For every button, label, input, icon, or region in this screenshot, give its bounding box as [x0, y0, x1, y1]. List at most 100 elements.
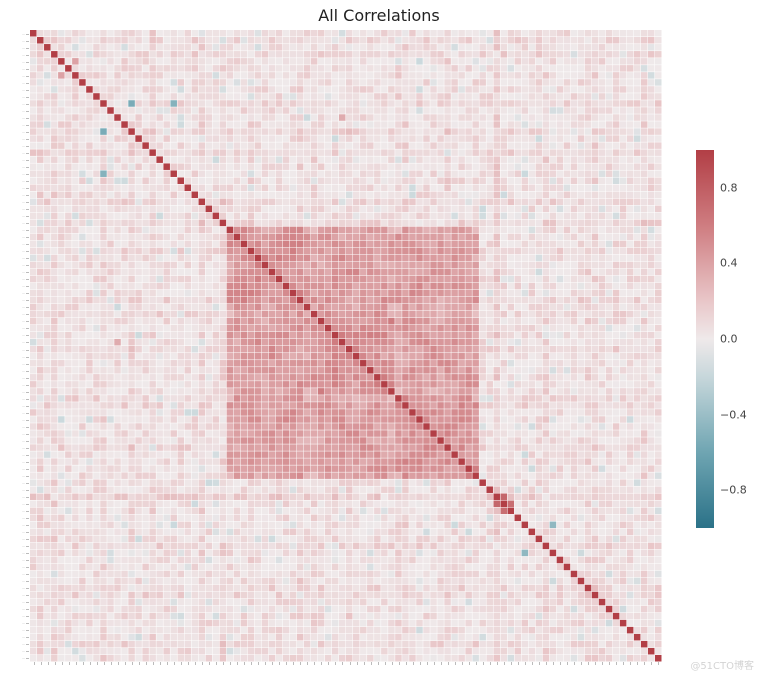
y-axis-ticks: ————————————————————————————————————————…: [2, 30, 29, 662]
x-tick: [623, 662, 625, 665]
x-tick: [118, 662, 120, 665]
y-tick: [26, 462, 29, 464]
y-tick: [26, 644, 29, 646]
y-tick-label: —: [22, 130, 25, 134]
y-tick-label: —: [22, 376, 25, 380]
x-tick: [567, 662, 569, 665]
y-tick: [26, 314, 29, 316]
y-tick: [26, 69, 29, 71]
y-tick-label: —: [22, 74, 25, 78]
x-tick: [342, 662, 344, 665]
x-tick: [357, 662, 359, 665]
y-tick: [26, 560, 29, 562]
y-tick-label: —: [22, 649, 25, 653]
y-tick-label: —: [22, 593, 25, 597]
x-tick: [378, 662, 380, 665]
y-tick: [26, 195, 29, 197]
x-tick: [490, 662, 492, 665]
y-tick-label: —: [22, 614, 25, 618]
x-tick: [286, 662, 288, 665]
y-tick-label: —: [22, 586, 25, 590]
y-tick-label: —: [22, 137, 25, 141]
y-tick: [26, 258, 29, 260]
y-tick: [26, 181, 29, 183]
y-tick: [26, 378, 29, 380]
y-tick: [26, 132, 29, 134]
colorbar: [696, 150, 714, 528]
y-tick-label: —: [22, 151, 25, 155]
y-tick-label: —: [22, 495, 25, 499]
y-tick: [26, 658, 29, 660]
y-tick-label: —: [22, 411, 25, 415]
y-tick-label: —: [22, 193, 25, 197]
x-tick: [321, 662, 323, 665]
y-tick: [26, 83, 29, 85]
y-tick: [26, 511, 29, 513]
y-tick-label: —: [22, 298, 25, 302]
x-tick: [237, 662, 239, 665]
x-tick: [139, 662, 141, 665]
y-tick: [26, 300, 29, 302]
y-tick: [26, 153, 29, 155]
y-tick-label: —: [22, 488, 25, 492]
x-tick: [518, 662, 520, 665]
y-tick: [26, 286, 29, 288]
y-tick-label: —: [22, 214, 25, 218]
y-tick: [26, 237, 29, 239]
y-tick-label: —: [22, 621, 25, 625]
y-tick-label: —: [22, 88, 25, 92]
y-tick: [26, 34, 29, 36]
x-tick: [658, 662, 660, 665]
colorbar-ticks: 0.80.40.0−0.4−0.8: [716, 150, 756, 528]
y-tick-label: —: [22, 404, 25, 408]
x-tick: [539, 662, 541, 665]
x-tick: [476, 662, 478, 665]
y-tick: [26, 55, 29, 57]
y-tick: [26, 230, 29, 232]
y-tick: [26, 342, 29, 344]
x-tick: [616, 662, 618, 665]
x-tick: [216, 662, 218, 665]
y-tick: [26, 490, 29, 492]
y-tick-label: —: [22, 390, 25, 394]
x-tick: [62, 662, 64, 665]
y-tick: [26, 279, 29, 281]
x-tick: [392, 662, 394, 665]
y-tick: [26, 48, 29, 50]
y-tick: [26, 328, 29, 330]
x-tick: [546, 662, 548, 665]
y-tick-label: —: [22, 453, 25, 457]
x-tick: [83, 662, 85, 665]
y-tick: [26, 651, 29, 653]
x-tick: [41, 662, 43, 665]
x-tick: [251, 662, 253, 665]
y-tick-label: —: [22, 460, 25, 464]
y-tick-label: —: [22, 102, 25, 106]
y-tick: [26, 146, 29, 148]
y-tick: [26, 420, 29, 422]
x-tick: [34, 662, 36, 665]
y-tick-label: —: [22, 312, 25, 316]
x-tick: [581, 662, 583, 665]
y-tick: [26, 504, 29, 506]
y-tick: [26, 427, 29, 429]
y-tick-label: —: [22, 144, 25, 148]
x-tick: [595, 662, 597, 665]
y-tick-label: —: [22, 635, 25, 639]
x-tick: [209, 662, 211, 665]
y-tick: [26, 90, 29, 92]
x-tick: [167, 662, 169, 665]
x-tick: [202, 662, 204, 665]
y-tick: [26, 62, 29, 64]
y-tick: [26, 392, 29, 394]
y-tick-label: —: [22, 53, 25, 57]
y-tick-label: —: [22, 565, 25, 569]
y-tick: [26, 364, 29, 366]
y-tick: [26, 399, 29, 401]
y-tick-label: —: [22, 95, 25, 99]
y-tick-label: —: [22, 326, 25, 330]
y-tick: [26, 76, 29, 78]
y-tick: [26, 188, 29, 190]
y-tick: [26, 595, 29, 597]
y-tick-label: —: [22, 242, 25, 246]
